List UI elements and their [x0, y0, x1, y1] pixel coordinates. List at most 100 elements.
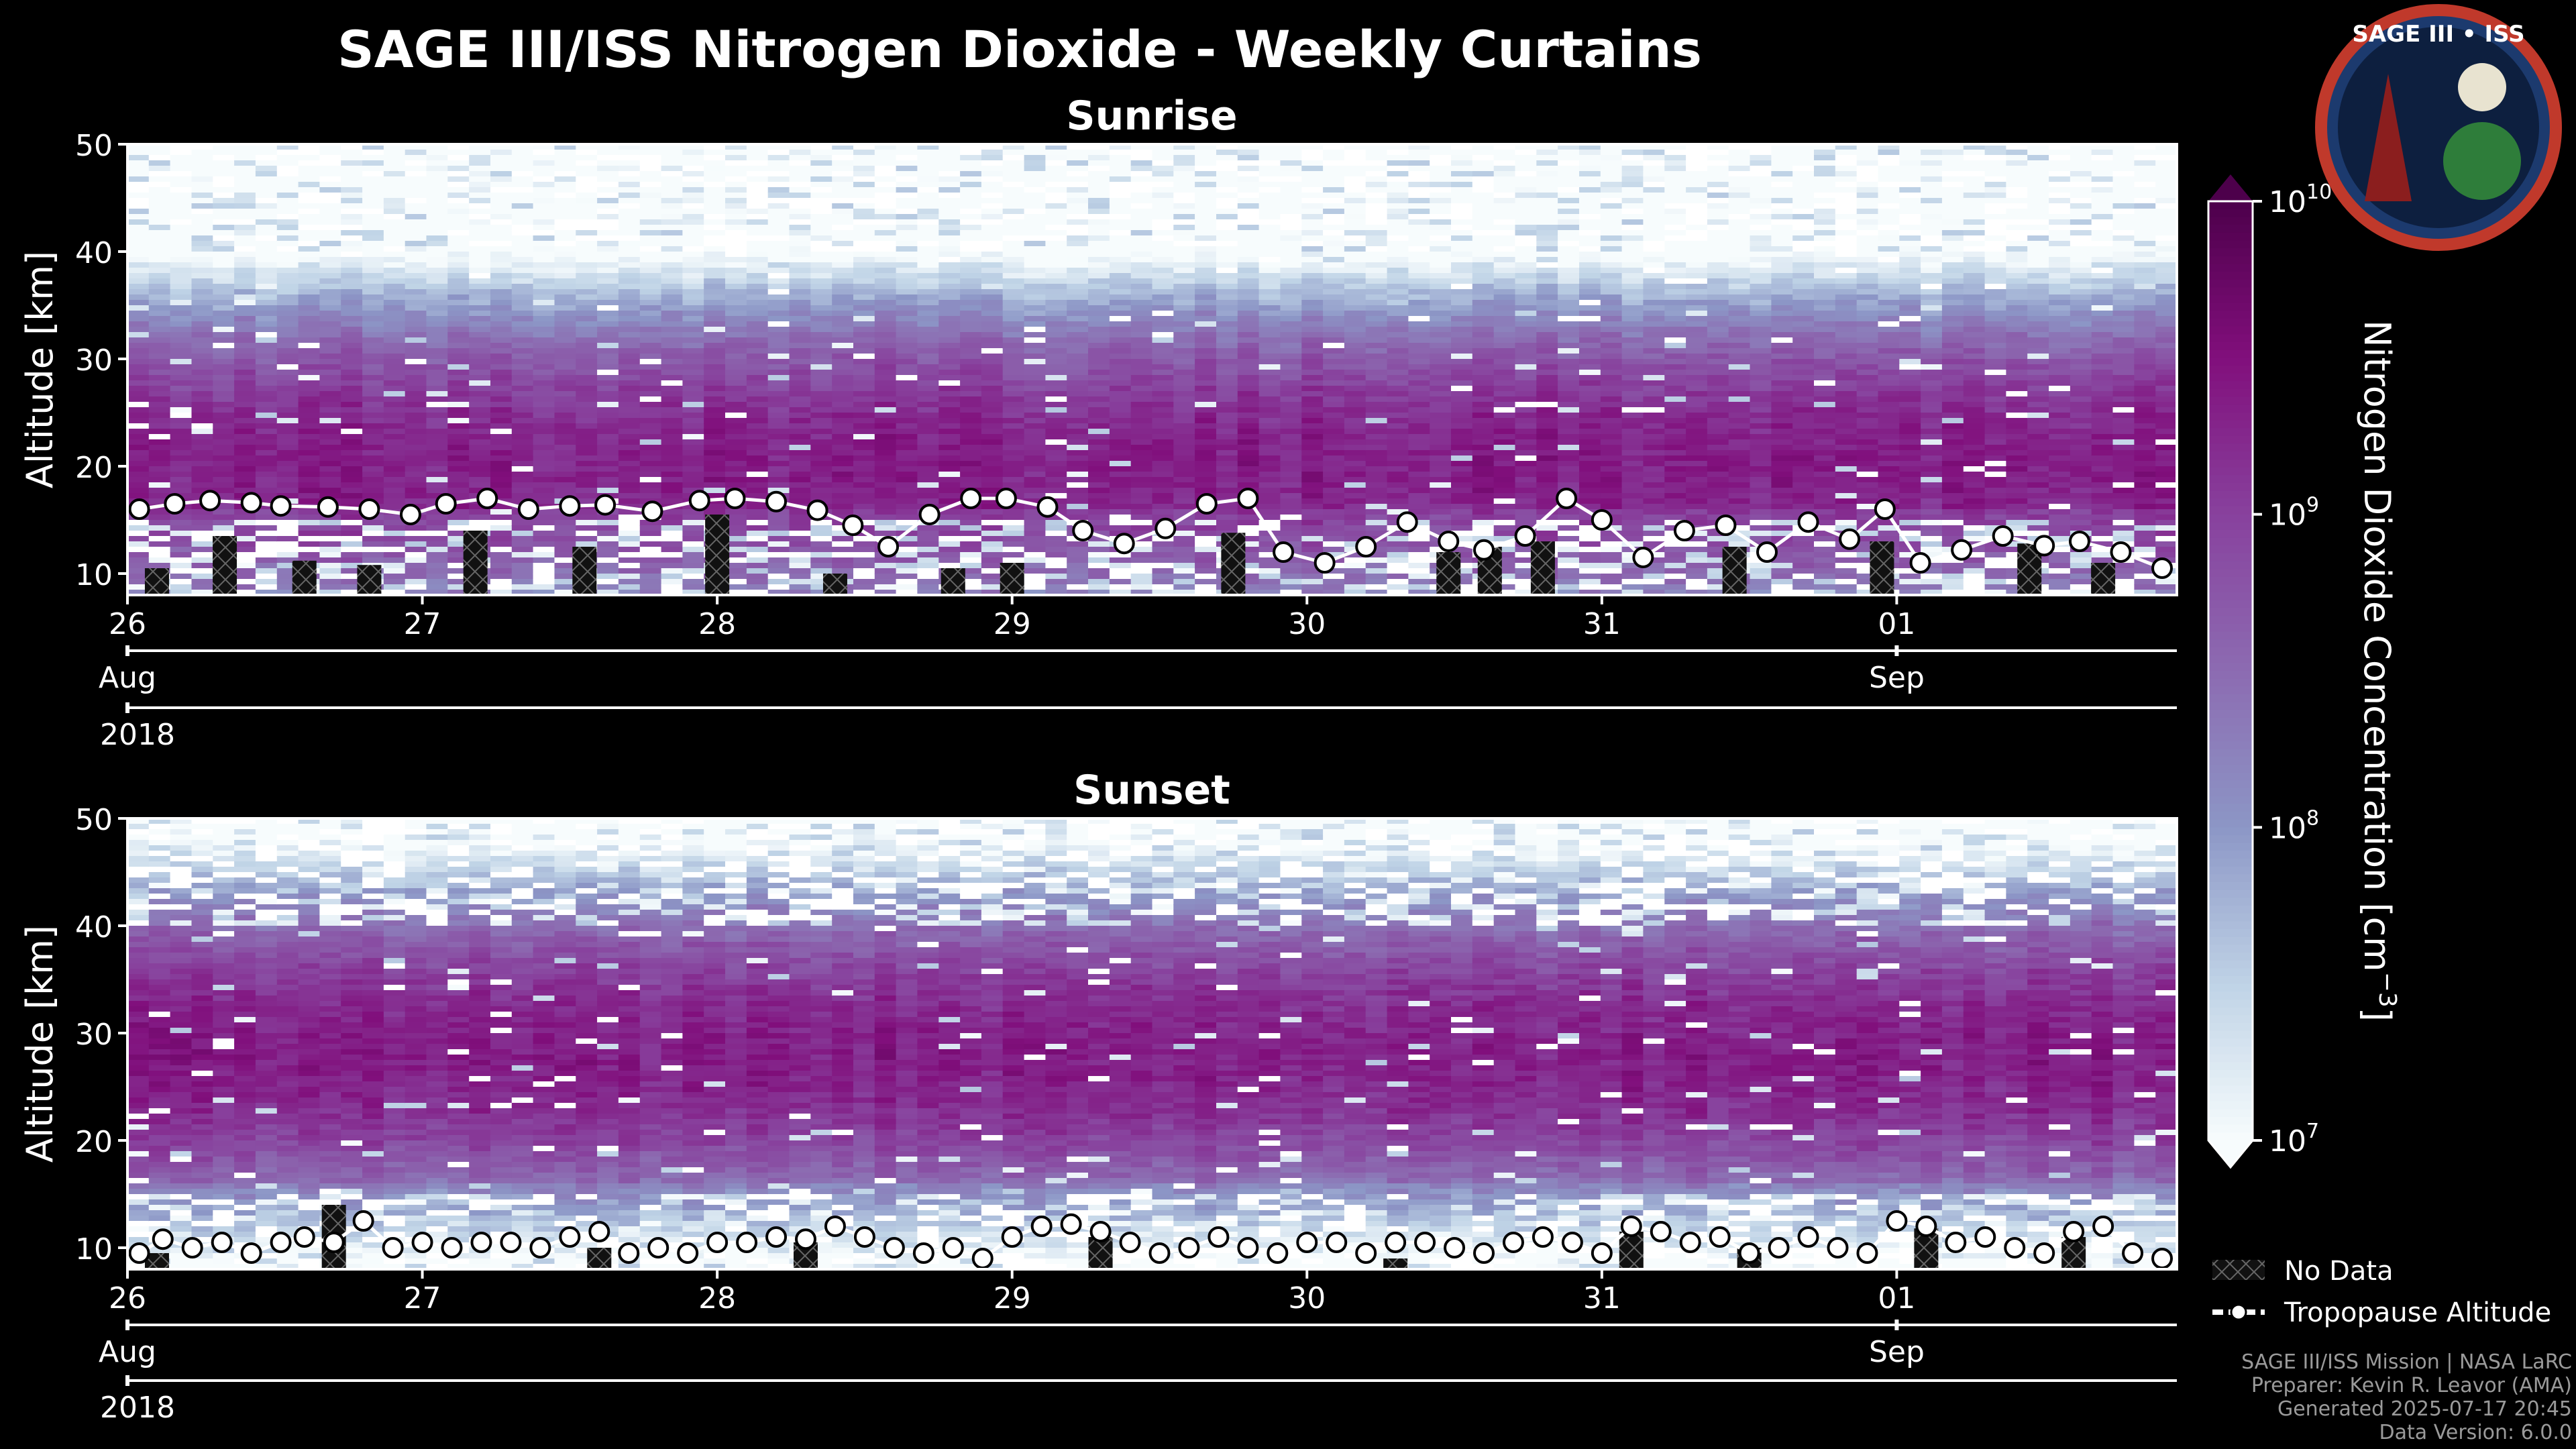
heatmap-cell: [1173, 268, 1195, 274]
heatmap-cell: [597, 574, 619, 580]
heatmap-cell: [234, 482, 256, 488]
heatmap-cell: [618, 311, 641, 317]
heatmap-cell: [1067, 509, 1089, 515]
heatmap-cell: [1195, 348, 1217, 354]
heatmap-cell: [639, 219, 662, 225]
heatmap-cell: [1152, 391, 1175, 397]
heatmap-cell: [426, 209, 449, 215]
heatmap-cell: [639, 150, 662, 156]
heatmap-cell: [127, 252, 150, 258]
heatmap-cell: [1258, 557, 1281, 564]
heatmap-cell: [597, 386, 619, 392]
heatmap-cell: [853, 268, 875, 274]
heatmap-cell: [746, 209, 769, 215]
heatmap-cell: [725, 509, 747, 515]
heatmap-cell: [960, 225, 982, 231]
heatmap-cell: [362, 413, 384, 419]
heatmap-cell: [554, 386, 577, 392]
heatmap-cell: [170, 380, 193, 386]
heatmap-cell: [576, 536, 598, 542]
heatmap-cell: [938, 455, 961, 462]
heatmap-cell: [981, 396, 1004, 402]
heatmap-cell: [298, 337, 321, 343]
heatmap-cell: [234, 343, 256, 349]
heatmap-cell: [490, 166, 513, 172]
heatmap-cell: [362, 257, 384, 263]
heatmap-cell: [1152, 246, 1175, 252]
heatmap-cell: [1045, 364, 1067, 370]
heatmap-cell: [426, 354, 449, 360]
heatmap-cell: [1088, 407, 1110, 413]
heatmap-cell: [1344, 396, 1366, 402]
heatmap-cell: [853, 461, 875, 467]
heatmap-cell: [960, 547, 982, 553]
heatmap-cell: [341, 300, 363, 306]
heatmap-cell: [1387, 176, 1409, 182]
heatmap-cell: [1237, 541, 1260, 547]
heatmap-cell: [1258, 375, 1281, 381]
heatmap-cell: [511, 391, 534, 397]
heatmap-cell: [874, 380, 897, 386]
heatmap-cell: [1280, 557, 1302, 564]
heatmap-cell: [1344, 509, 1366, 515]
heatmap-cell: [682, 150, 704, 156]
heatmap-cell: [1130, 225, 1153, 231]
heatmap-cell: [362, 193, 384, 199]
heatmap-cell: [1237, 380, 1260, 386]
heatmap-cell: [789, 450, 812, 456]
heatmap-cell: [1109, 488, 1132, 494]
heatmap-cell: [1323, 396, 1345, 402]
heatmap-cell: [1258, 187, 1281, 193]
heatmap-cell: [1301, 455, 1324, 462]
heatmap-cell: [1365, 482, 1388, 488]
heatmap-cell: [1387, 193, 1409, 199]
heatmap-cell: [1237, 418, 1260, 424]
heatmap-cell: [789, 434, 812, 440]
heatmap-cell: [789, 278, 812, 284]
heatmap-cell: [1301, 144, 1324, 150]
heatmap-cell: [874, 316, 897, 322]
heatmap-cell: [1387, 219, 1409, 225]
heatmap-cell: [767, 214, 790, 220]
heatmap-cell: [213, 429, 235, 435]
heatmap-cell: [447, 541, 470, 547]
heatmap-cell: [832, 294, 854, 301]
heatmap-cell: [170, 252, 193, 258]
heatmap-cell: [490, 515, 513, 521]
heatmap-cell: [554, 144, 577, 150]
heatmap-cell: [234, 198, 256, 204]
heatmap-cell: [319, 273, 341, 279]
heatmap-cell: [148, 219, 171, 225]
heatmap-cell: [383, 337, 406, 343]
heatmap-cell: [597, 187, 619, 193]
heatmap-cell: [896, 509, 918, 515]
heatmap-cell: [1024, 488, 1046, 494]
heatmap-cell: [234, 150, 256, 156]
heatmap-cell: [1344, 241, 1366, 247]
heatmap-cell: [1024, 461, 1046, 467]
heatmap-cell: [896, 273, 918, 279]
heatmap-cell: [511, 182, 534, 188]
heatmap-cell: [1024, 515, 1046, 521]
heatmap-cell: [960, 407, 982, 413]
heatmap-cell: [341, 203, 363, 209]
heatmap-cell: [874, 187, 897, 193]
heatmap-cell: [618, 413, 641, 419]
heatmap-cell: [981, 380, 1004, 386]
heatmap-cell: [767, 450, 790, 456]
heatmap-cell: [362, 343, 384, 349]
heatmap-cell: [426, 477, 449, 483]
heatmap-cell: [874, 493, 897, 499]
heatmap-cell: [746, 246, 769, 252]
heatmap-cell: [917, 493, 939, 499]
heatmap-cell: [447, 187, 470, 193]
heatmap-cell: [1088, 477, 1110, 483]
heatmap-cell: [1088, 225, 1110, 231]
heatmap-cell: [618, 547, 641, 553]
heatmap-cell: [191, 536, 214, 542]
heatmap-cell: [148, 300, 171, 306]
heatmap-cell: [1173, 552, 1195, 558]
heatmap-cell: [1045, 348, 1067, 354]
heatmap-cell: [1130, 482, 1153, 488]
heatmap-cell: [704, 219, 726, 225]
